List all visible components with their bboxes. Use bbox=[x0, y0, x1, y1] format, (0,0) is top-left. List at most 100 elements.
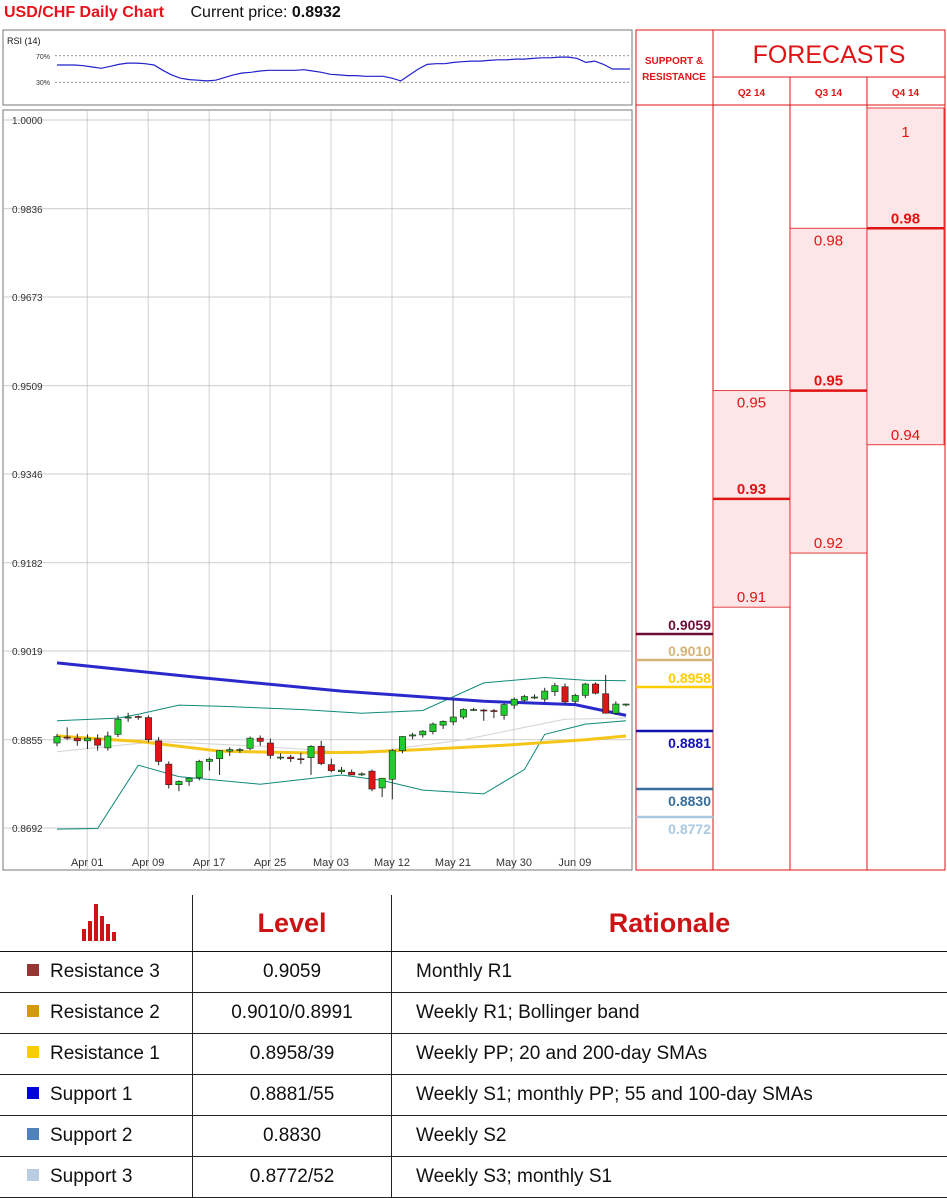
bar-chart-icon bbox=[0, 895, 192, 945]
candle bbox=[155, 737, 161, 765]
candle-body bbox=[592, 684, 598, 693]
y-tick-label: 0.9346 bbox=[12, 470, 43, 481]
forecasts-title: FORECASTS bbox=[753, 41, 906, 69]
level-rationale: Weekly R1; Bollinger band bbox=[392, 993, 947, 1034]
x-tick-label: Apr 01 bbox=[71, 857, 103, 869]
candle-body bbox=[308, 746, 314, 757]
level-color-swatch bbox=[27, 1005, 39, 1017]
level-name: Resistance 3 bbox=[50, 961, 160, 982]
forecast-mid-label: 0.95 bbox=[814, 373, 843, 390]
y-tick-label: 0.9836 bbox=[12, 205, 43, 216]
candle bbox=[196, 760, 202, 781]
forecast-quarter-label: Q3 14 bbox=[815, 88, 843, 99]
rationale-header: Rationale bbox=[392, 895, 947, 952]
candle-body bbox=[206, 759, 212, 761]
sr-heading-line1: SUPPORT & bbox=[645, 56, 703, 67]
level-rationale: Weekly S1; monthly PP; 55 and 100-day SM… bbox=[392, 1075, 947, 1116]
candle-body bbox=[196, 761, 202, 777]
candle-body bbox=[501, 705, 507, 716]
forecast-high-label: 0.98 bbox=[814, 232, 843, 249]
rsi-level-label: 30% bbox=[36, 80, 50, 87]
y-tick-label: 0.9673 bbox=[12, 293, 43, 304]
candle-body bbox=[531, 697, 537, 698]
forecast-mid-label: 0.93 bbox=[737, 481, 766, 498]
y-tick-label: 0.9509 bbox=[12, 382, 43, 393]
candle-body bbox=[74, 738, 80, 741]
y-tick-label: 0.8692 bbox=[12, 824, 43, 835]
level-header: Level bbox=[193, 895, 392, 952]
level-value: 0.8830 bbox=[193, 1116, 392, 1157]
forecast-mid-label: 0.98 bbox=[891, 210, 920, 227]
x-tick-label: Apr 17 bbox=[193, 857, 225, 869]
x-tick-label: May 12 bbox=[374, 857, 410, 869]
level-rationale: Weekly PP; 20 and 200-day SMAs bbox=[392, 1034, 947, 1075]
level-value: 0.8958/39 bbox=[193, 1034, 392, 1075]
candle-body bbox=[64, 737, 70, 738]
candle-body bbox=[481, 710, 487, 711]
candle-body bbox=[125, 717, 131, 718]
level-rationale: Weekly S2 bbox=[392, 1116, 947, 1157]
candle-body bbox=[359, 774, 365, 775]
level-value: 0.9010/0.8991 bbox=[193, 993, 392, 1034]
table-header-row: Level Rationale bbox=[0, 895, 947, 952]
forecast-quarter-label: Q2 14 bbox=[738, 88, 766, 99]
level-name-cell: Support 2 bbox=[0, 1116, 193, 1157]
candle-body bbox=[267, 743, 273, 755]
level-value: 0.9059 bbox=[193, 952, 392, 993]
candle-body bbox=[511, 699, 517, 705]
candle-body bbox=[237, 750, 243, 751]
sr-level-label: 0.8772 bbox=[668, 821, 711, 837]
candle-body bbox=[389, 751, 395, 780]
y-tick-label: 0.9182 bbox=[12, 559, 43, 570]
candle-body bbox=[460, 709, 466, 717]
sr-level-label: 0.8881 bbox=[668, 735, 711, 751]
candle bbox=[166, 761, 172, 788]
candle-body bbox=[470, 709, 476, 710]
level-name-cell: Support 1 bbox=[0, 1075, 193, 1116]
candle-body bbox=[247, 738, 253, 748]
candle-body bbox=[176, 781, 182, 784]
candle-body bbox=[613, 704, 619, 713]
level-name-cell: Resistance 2 bbox=[0, 993, 193, 1034]
level-name: Resistance 1 bbox=[50, 1043, 160, 1064]
candle-body bbox=[166, 764, 172, 785]
candle-body bbox=[216, 751, 222, 759]
candle-body bbox=[572, 695, 578, 701]
candle-body bbox=[440, 721, 446, 725]
candle bbox=[369, 770, 375, 792]
level-rationale: Weekly S3; monthly S1 bbox=[392, 1157, 947, 1198]
candle-body bbox=[84, 738, 90, 741]
candle-body bbox=[277, 757, 283, 758]
candle-body bbox=[582, 684, 588, 695]
x-tick-label: Apr 25 bbox=[254, 857, 286, 869]
x-tick-label: May 21 bbox=[435, 857, 471, 869]
forecast-high-label: 0.95 bbox=[737, 395, 766, 412]
candle-body bbox=[155, 741, 161, 762]
forecast-panel: SUPPORT & RESISTANCE FORECASTS Q2 140.95… bbox=[636, 30, 945, 870]
sr-level-label: 0.9010 bbox=[668, 643, 711, 659]
level-name: Support 1 bbox=[50, 1084, 132, 1105]
candle-body bbox=[186, 778, 192, 781]
candle bbox=[145, 715, 151, 742]
candle-body bbox=[603, 694, 609, 713]
candle-body bbox=[552, 686, 558, 692]
candle-body bbox=[135, 716, 141, 717]
candle bbox=[592, 682, 598, 694]
forecast-high-label: 1 bbox=[901, 124, 909, 141]
x-tick-label: Jun 09 bbox=[558, 857, 591, 869]
chart-area: RSI (14) 70%30% 1.00000.98360.96730.9509… bbox=[0, 0, 947, 872]
candle bbox=[562, 683, 568, 704]
candle-body bbox=[409, 735, 415, 736]
level-name: Support 2 bbox=[50, 1125, 132, 1146]
forecast-low-label: 0.92 bbox=[814, 535, 843, 552]
candle-body bbox=[521, 696, 527, 700]
y-tick-label: 1.0000 bbox=[12, 116, 43, 127]
candle bbox=[399, 736, 405, 753]
sr-level-label: 0.9059 bbox=[668, 617, 711, 633]
y-tick-label: 0.8855 bbox=[12, 736, 43, 747]
